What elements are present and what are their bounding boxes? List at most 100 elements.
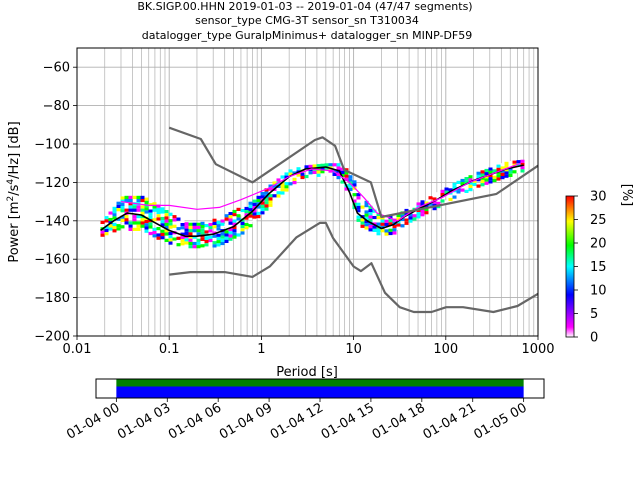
density-cell: [160, 223, 165, 227]
density-cell: [380, 222, 385, 226]
density-cell: [400, 224, 405, 228]
density-cell: [368, 209, 373, 213]
density-cell: [188, 241, 193, 246]
density-cell: [480, 183, 485, 187]
density-cell: [228, 218, 233, 222]
density-cell: [152, 202, 157, 206]
density-cell: [488, 177, 493, 181]
density-cell: [192, 235, 197, 239]
density-cell: [196, 222, 201, 226]
y-tick-label: −100: [34, 138, 70, 153]
density-cell: [216, 220, 221, 225]
density-cell: [236, 207, 241, 211]
density-cell: [232, 222, 237, 226]
density-cell: [324, 169, 329, 173]
colorbar-tick-label: 25: [590, 213, 607, 228]
density-cell: [208, 226, 213, 230]
density-cell: [124, 218, 129, 222]
density-cell: [504, 174, 509, 178]
series-lines: [100, 126, 539, 314]
density-cell: [380, 219, 385, 223]
density-cell: [372, 219, 377, 223]
density-cell: [140, 224, 145, 228]
density-cell: [424, 211, 429, 215]
density-cell: [308, 164, 313, 168]
density-cell: [104, 228, 109, 233]
density-cell: [484, 181, 489, 185]
density-cell: [184, 241, 189, 245]
density-cell: [120, 218, 125, 222]
density-cell: [284, 188, 289, 192]
density-cell: [204, 240, 209, 244]
density-cell: [104, 219, 109, 223]
density-cell: [232, 213, 237, 217]
density-cell: [116, 201, 121, 205]
density-cell: [160, 226, 165, 230]
density-cell: [244, 213, 249, 217]
density-cell: [456, 190, 461, 194]
density-cell: [448, 197, 453, 202]
density-cell: [496, 164, 501, 168]
density-cell: [512, 170, 517, 174]
density-cell: [160, 210, 165, 214]
density-cell: [164, 238, 169, 242]
density-cell: [368, 225, 373, 229]
density-cell: [216, 224, 221, 228]
density-cell: [128, 208, 133, 212]
density-cell: [308, 171, 313, 175]
timeline-tick-label: 01-04 03: [115, 400, 173, 442]
density-cell: [496, 171, 501, 175]
density-cell: [128, 205, 133, 209]
density-cell: [364, 200, 369, 204]
timeline-tick-label: 01-04 09: [217, 400, 275, 442]
density-cell: [220, 222, 225, 226]
density-cell: [412, 214, 417, 218]
density-cell: [264, 201, 269, 205]
series-nlnm: [169, 221, 539, 314]
density-cell: [268, 197, 273, 201]
density-cell: [156, 233, 161, 237]
density-cell: [136, 221, 141, 225]
density-band: [100, 159, 525, 249]
density-cell: [120, 206, 125, 210]
density-cell: [248, 201, 253, 205]
density-cell: [220, 232, 225, 236]
density-cell: [184, 228, 189, 232]
density-cell: [336, 163, 341, 167]
density-cell: [248, 220, 253, 225]
density-cell: [504, 168, 509, 172]
density-cell: [504, 161, 509, 165]
density-cell: [448, 188, 453, 192]
density-cell: [372, 228, 377, 232]
density-cell: [276, 191, 281, 195]
density-cell: [352, 183, 357, 187]
density-cell: [228, 228, 233, 232]
density-cell: [264, 207, 269, 211]
density-cell: [240, 209, 245, 213]
density-cell: [144, 226, 149, 230]
density-cell: [136, 195, 141, 199]
density-cell: [356, 193, 361, 197]
density-cell: [356, 215, 361, 219]
density-cell: [396, 213, 401, 218]
density-cell: [472, 182, 477, 187]
density-cell: [252, 209, 257, 213]
density-cell: [360, 211, 365, 216]
density-cell: [432, 200, 437, 204]
density-cell: [268, 203, 273, 207]
density-cell: [236, 233, 241, 237]
density-cell: [184, 231, 189, 235]
density-cell: [136, 227, 141, 231]
density-cell: [120, 196, 125, 200]
density-cell: [356, 196, 361, 200]
density-cell: [224, 217, 229, 221]
density-cell: [244, 210, 249, 214]
x-tick-label: 10: [345, 342, 362, 357]
density-cell: [500, 176, 505, 180]
density-cell: [204, 224, 209, 228]
density-cell: [248, 224, 253, 228]
colorbar-label: [%]: [619, 184, 634, 207]
density-cell: [168, 225, 173, 229]
density-cell: [340, 174, 345, 178]
